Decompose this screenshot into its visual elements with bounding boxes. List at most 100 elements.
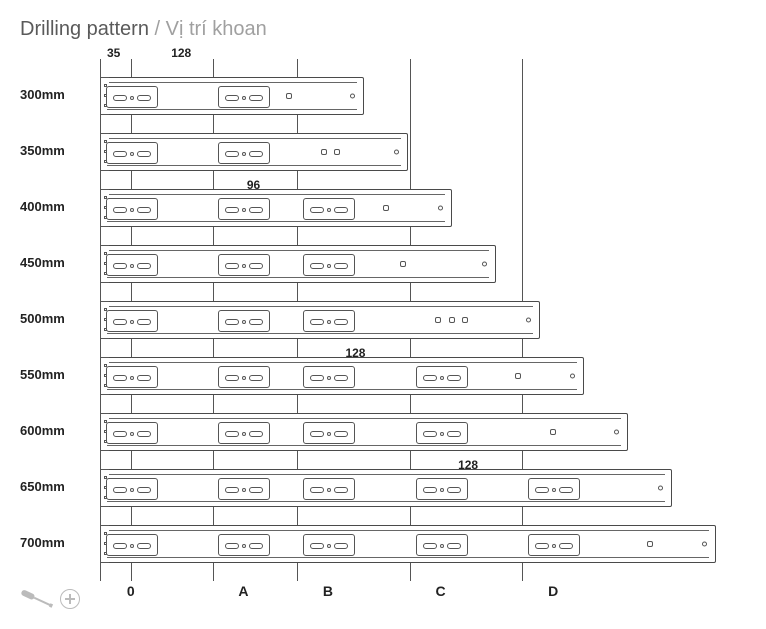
title-subtitle: / Vị trí khoan [149,18,267,40]
mounting-bracket [218,254,270,276]
bracket-slot [334,375,348,381]
bracket-slot [137,487,151,493]
bracket-slot [130,264,134,268]
end-hole [482,262,487,267]
mounting-bracket [106,310,158,332]
mounting-bracket [303,254,355,276]
end-hole [350,94,355,99]
slide-rail [100,413,628,451]
bracket-slot [249,207,263,213]
bracket-slot [559,543,573,549]
slide-rail [100,189,452,227]
end-hole [614,430,619,435]
bracket-slot [440,376,444,380]
bracket-slot [535,543,549,549]
mounting-bracket [416,534,468,556]
bracket-slot [130,152,134,156]
end-hole [570,374,575,379]
mounting-bracket [218,198,270,220]
drill-hole [449,317,455,323]
end-hole [394,150,399,155]
bracket-slot [113,207,127,213]
bracket-slot [130,544,134,548]
mounting-bracket [416,478,468,500]
drill-hole [321,149,327,155]
bracket-slot [225,431,239,437]
slide-rail [100,469,672,507]
drill-hole [435,317,441,323]
row-size-label: 550mm [20,367,76,382]
bracket-slot [334,263,348,269]
bracket-slot [113,263,127,269]
bracket-slot [310,207,324,213]
bracket-slot [447,375,461,381]
bracket-slot [552,544,556,548]
mounting-bracket [303,366,355,388]
bracket-slot [310,375,324,381]
bracket-slot [423,487,437,493]
bracket-slot [249,151,263,157]
bracket-slot [242,544,246,548]
bracket-slot [130,432,134,436]
bracket-slot [225,263,239,269]
bracket-slot [113,95,127,101]
footer-tool-icons [20,589,80,609]
drill-hole [334,149,340,155]
bracket-slot [249,375,263,381]
bracket-slot [249,431,263,437]
mounting-bracket [303,198,355,220]
bracket-slot [334,543,348,549]
bracket-slot [327,432,331,436]
bracket-slot [334,487,348,493]
mounting-bracket [106,366,158,388]
mounting-bracket [106,142,158,164]
mounting-bracket [218,534,270,556]
bracket-slot [225,319,239,325]
axis-label: B [323,583,333,599]
bracket-slot [242,320,246,324]
mounting-bracket [218,142,270,164]
end-hole [438,206,443,211]
dimension-label: 128 [169,46,193,60]
bracket-slot [327,376,331,380]
bracket-slot [327,320,331,324]
mounting-bracket [106,198,158,220]
bracket-slot [137,207,151,213]
bracket-slot [249,95,263,101]
slide-rail [100,133,408,171]
mounting-bracket [303,422,355,444]
slide-rail [100,301,540,339]
bracket-slot [242,96,246,100]
mounting-bracket [416,422,468,444]
bracket-slot [447,431,461,437]
axis-label: 0 [127,583,135,599]
bracket-slot [225,487,239,493]
slide-rail [100,77,364,115]
mounting-bracket [303,310,355,332]
bracket-slot [225,207,239,213]
bracket-slot [447,487,461,493]
row-size-label: 500mm [20,311,76,326]
mounting-bracket [106,254,158,276]
bracket-slot [334,207,348,213]
mounting-bracket [416,366,468,388]
bracket-slot [242,432,246,436]
mounting-bracket [303,534,355,556]
mounting-bracket [218,422,270,444]
bracket-slot [130,96,134,100]
bracket-slot [130,376,134,380]
drilling-pattern-chart: 3512896128128300mm350mm400mm450mm500mm55… [80,59,760,609]
bracket-slot [310,319,324,325]
drill-hole [383,205,389,211]
mounting-bracket [106,86,158,108]
bracket-slot [137,263,151,269]
bracket-slot [242,264,246,268]
mounting-bracket [528,534,580,556]
bracket-slot [113,487,127,493]
slide-rail [100,525,716,563]
bracket-slot [137,431,151,437]
phillips-screw-icon [60,589,80,609]
row-size-label: 700mm [20,535,76,550]
mounting-bracket [218,310,270,332]
bracket-slot [130,208,134,212]
